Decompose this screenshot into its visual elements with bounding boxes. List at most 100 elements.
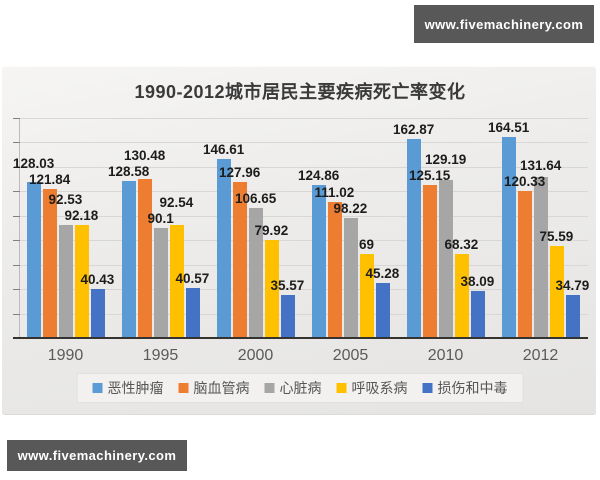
value-label: 68.32 [444, 237, 479, 253]
bar-脑血管病-1995 [137, 178, 152, 338]
legend-label: 恶性肿瘤 [107, 380, 164, 396]
value-label: 162.87 [393, 121, 435, 137]
value-label: 69 [359, 236, 375, 252]
value-label: 92.53 [48, 192, 83, 208]
bar-呼吸系病-2005 [359, 253, 374, 338]
legend-swatch [422, 383, 433, 393]
bar-脑血管病-2000 [232, 181, 247, 338]
value-label: 111.02 [314, 185, 355, 201]
value-label: 106.65 [235, 190, 277, 206]
bar-恶性肿瘤-2000 [216, 158, 231, 338]
bar-恶性肿瘤-2005 [311, 185, 326, 338]
y-axis-tick [13, 142, 20, 144]
gridline [19, 240, 588, 242]
value-label: 90.1 [147, 210, 174, 226]
bar-脑血管病-2005 [327, 202, 342, 338]
gridline [19, 191, 588, 193]
legend-swatch [264, 383, 275, 393]
x-axis-label-2012: 2012 [522, 347, 559, 364]
legend-label: 呼吸系病 [351, 380, 408, 396]
legend-item-脑血管病: 脑血管病 [178, 378, 250, 398]
legend-swatch [92, 383, 103, 393]
gridline [19, 118, 588, 119]
value-label: 40.43 [80, 271, 115, 287]
y-axis-tick [13, 166, 20, 168]
y-axis-tick [13, 191, 20, 193]
x-axis-label-2000: 2000 [237, 347, 274, 364]
bar-恶性肿瘤-1995 [121, 180, 136, 338]
x-axis-label-1995: 1995 [142, 347, 179, 364]
bar-呼吸系病-1990 [74, 225, 89, 338]
gridline [19, 215, 588, 217]
chart-title: 1990-2012城市居民主要疾病死亡率变化 [134, 82, 466, 102]
y-axis-tick [13, 313, 20, 315]
gridline [19, 289, 588, 291]
legend: 恶性肿瘤 脑血管病 心脏病 呼吸系病 损伤和中毒 [76, 373, 524, 403]
bar-损伤和中毒-2000 [280, 294, 295, 338]
bar-心脏病-2005 [343, 217, 358, 338]
y-axis-tick [13, 289, 20, 291]
value-label: 92.54 [159, 194, 194, 210]
bar-心脏病-1990 [58, 224, 73, 338]
value-label: 164.51 [488, 119, 530, 135]
value-label: 128.58 [108, 163, 150, 179]
watermark-bottom-left: www.fivemachinery.com [7, 440, 187, 471]
bar-损伤和中毒-1995 [185, 288, 200, 338]
gridline [19, 142, 588, 144]
legend-label: 心脏病 [279, 380, 322, 396]
bar-呼吸系病-1995 [169, 224, 184, 338]
value-label: 130.48 [124, 147, 166, 163]
legend-swatch [336, 383, 347, 393]
legend-label: 脑血管病 [193, 380, 250, 396]
value-label: 40.57 [175, 271, 210, 287]
value-label: 35.57 [270, 277, 305, 293]
bar-脑血管病-1990 [42, 189, 57, 338]
bar-损伤和中毒-2010 [470, 291, 485, 338]
value-label: 121.84 [29, 172, 71, 188]
bar-损伤和中毒-2005 [375, 282, 390, 338]
y-axis-tick [13, 264, 20, 266]
bar-心脏病-2010 [438, 180, 453, 338]
bar-恶性肿瘤-2012 [501, 136, 516, 338]
value-label: 127.96 [219, 164, 261, 180]
bar-心脏病-2000 [248, 207, 263, 338]
x-axis-label-1990: 1990 [47, 347, 84, 364]
value-label: 75.59 [539, 228, 574, 244]
bar-损伤和中毒-2012 [565, 295, 580, 338]
legend-item-心脏病: 心脏病 [264, 378, 322, 398]
gridline [19, 264, 588, 266]
y-axis-tick [13, 118, 20, 119]
gridline [19, 166, 588, 168]
bar-脑血管病-2012 [517, 190, 532, 338]
bar-呼吸系病-2010 [454, 254, 469, 338]
x-axis-label-2005: 2005 [332, 347, 369, 364]
value-label: 146.61 [203, 141, 245, 157]
gridline [19, 313, 588, 315]
y-axis-tick [13, 215, 20, 217]
value-label: 129.19 [425, 152, 467, 168]
value-label: 45.28 [365, 265, 400, 281]
value-label: 79.92 [254, 223, 289, 239]
y-axis-tick [13, 240, 20, 242]
y-axis [19, 118, 20, 338]
value-label: 92.18 [64, 208, 99, 224]
bar-呼吸系病-2012 [549, 245, 564, 338]
legend-item-损伤和中毒: 损伤和中毒 [422, 378, 508, 398]
value-label: 128.03 [13, 156, 55, 172]
value-label: 125.15 [409, 168, 451, 184]
watermark-top-right: www.fivemachinery.com [414, 5, 594, 43]
value-label: 120.33 [504, 173, 546, 189]
bar-心脏病-2012 [533, 177, 548, 338]
bar-心脏病-1995 [153, 227, 168, 338]
value-label: 98.22 [333, 200, 368, 216]
bar-恶性肿瘤-2010 [406, 138, 421, 338]
x-axis [13, 337, 588, 339]
value-label: 38.09 [460, 274, 495, 290]
legend-item-呼吸系病: 呼吸系病 [336, 378, 408, 398]
value-label: 131.64 [520, 157, 562, 173]
legend-label: 损伤和中毒 [437, 380, 508, 396]
legend-item-恶性肿瘤: 恶性肿瘤 [92, 378, 164, 398]
value-label: 124.86 [298, 168, 340, 184]
x-axis-label-2010: 2010 [427, 347, 464, 364]
